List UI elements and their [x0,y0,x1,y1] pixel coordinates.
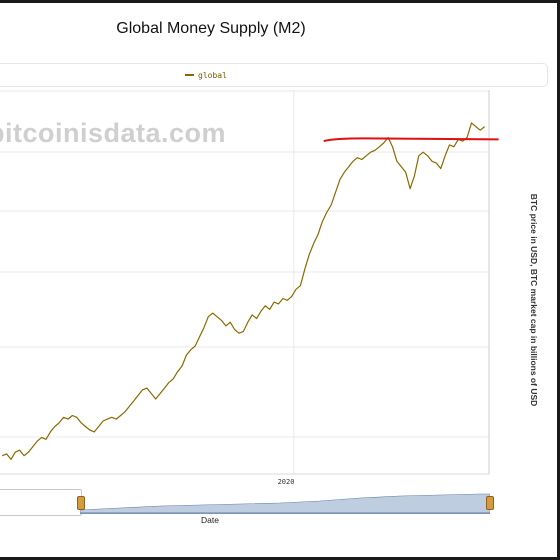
annotation-layer [323,137,499,142]
watermark: bitcoinisdata.com [0,118,227,148]
annotation-hline [323,137,499,142]
range-selector-right-handle[interactable] [486,496,494,510]
legend-swatch [185,74,194,76]
series-line-global [1,122,485,460]
legend-label: global [198,70,227,80]
range-selector-left-area[interactable] [0,489,82,516]
range-selector-left-handle[interactable] [77,496,85,510]
x-axis-label: Date [201,515,219,525]
legend: global [0,63,548,87]
chart-title: Global Money Supply (M2) [116,20,306,37]
series-layer [1,122,485,460]
x-tick-label: 2020 [277,478,295,486]
grid [0,90,490,475]
window-frame-bottom [0,557,560,560]
y2-axis-label: BTC price in USD, BTC market cap in bill… [529,193,539,407]
window-frame-right [557,0,560,560]
legend-item-global[interactable]: global [185,67,227,83]
range-selector-track[interactable] [80,490,490,514]
window-frame-top [0,0,560,3]
